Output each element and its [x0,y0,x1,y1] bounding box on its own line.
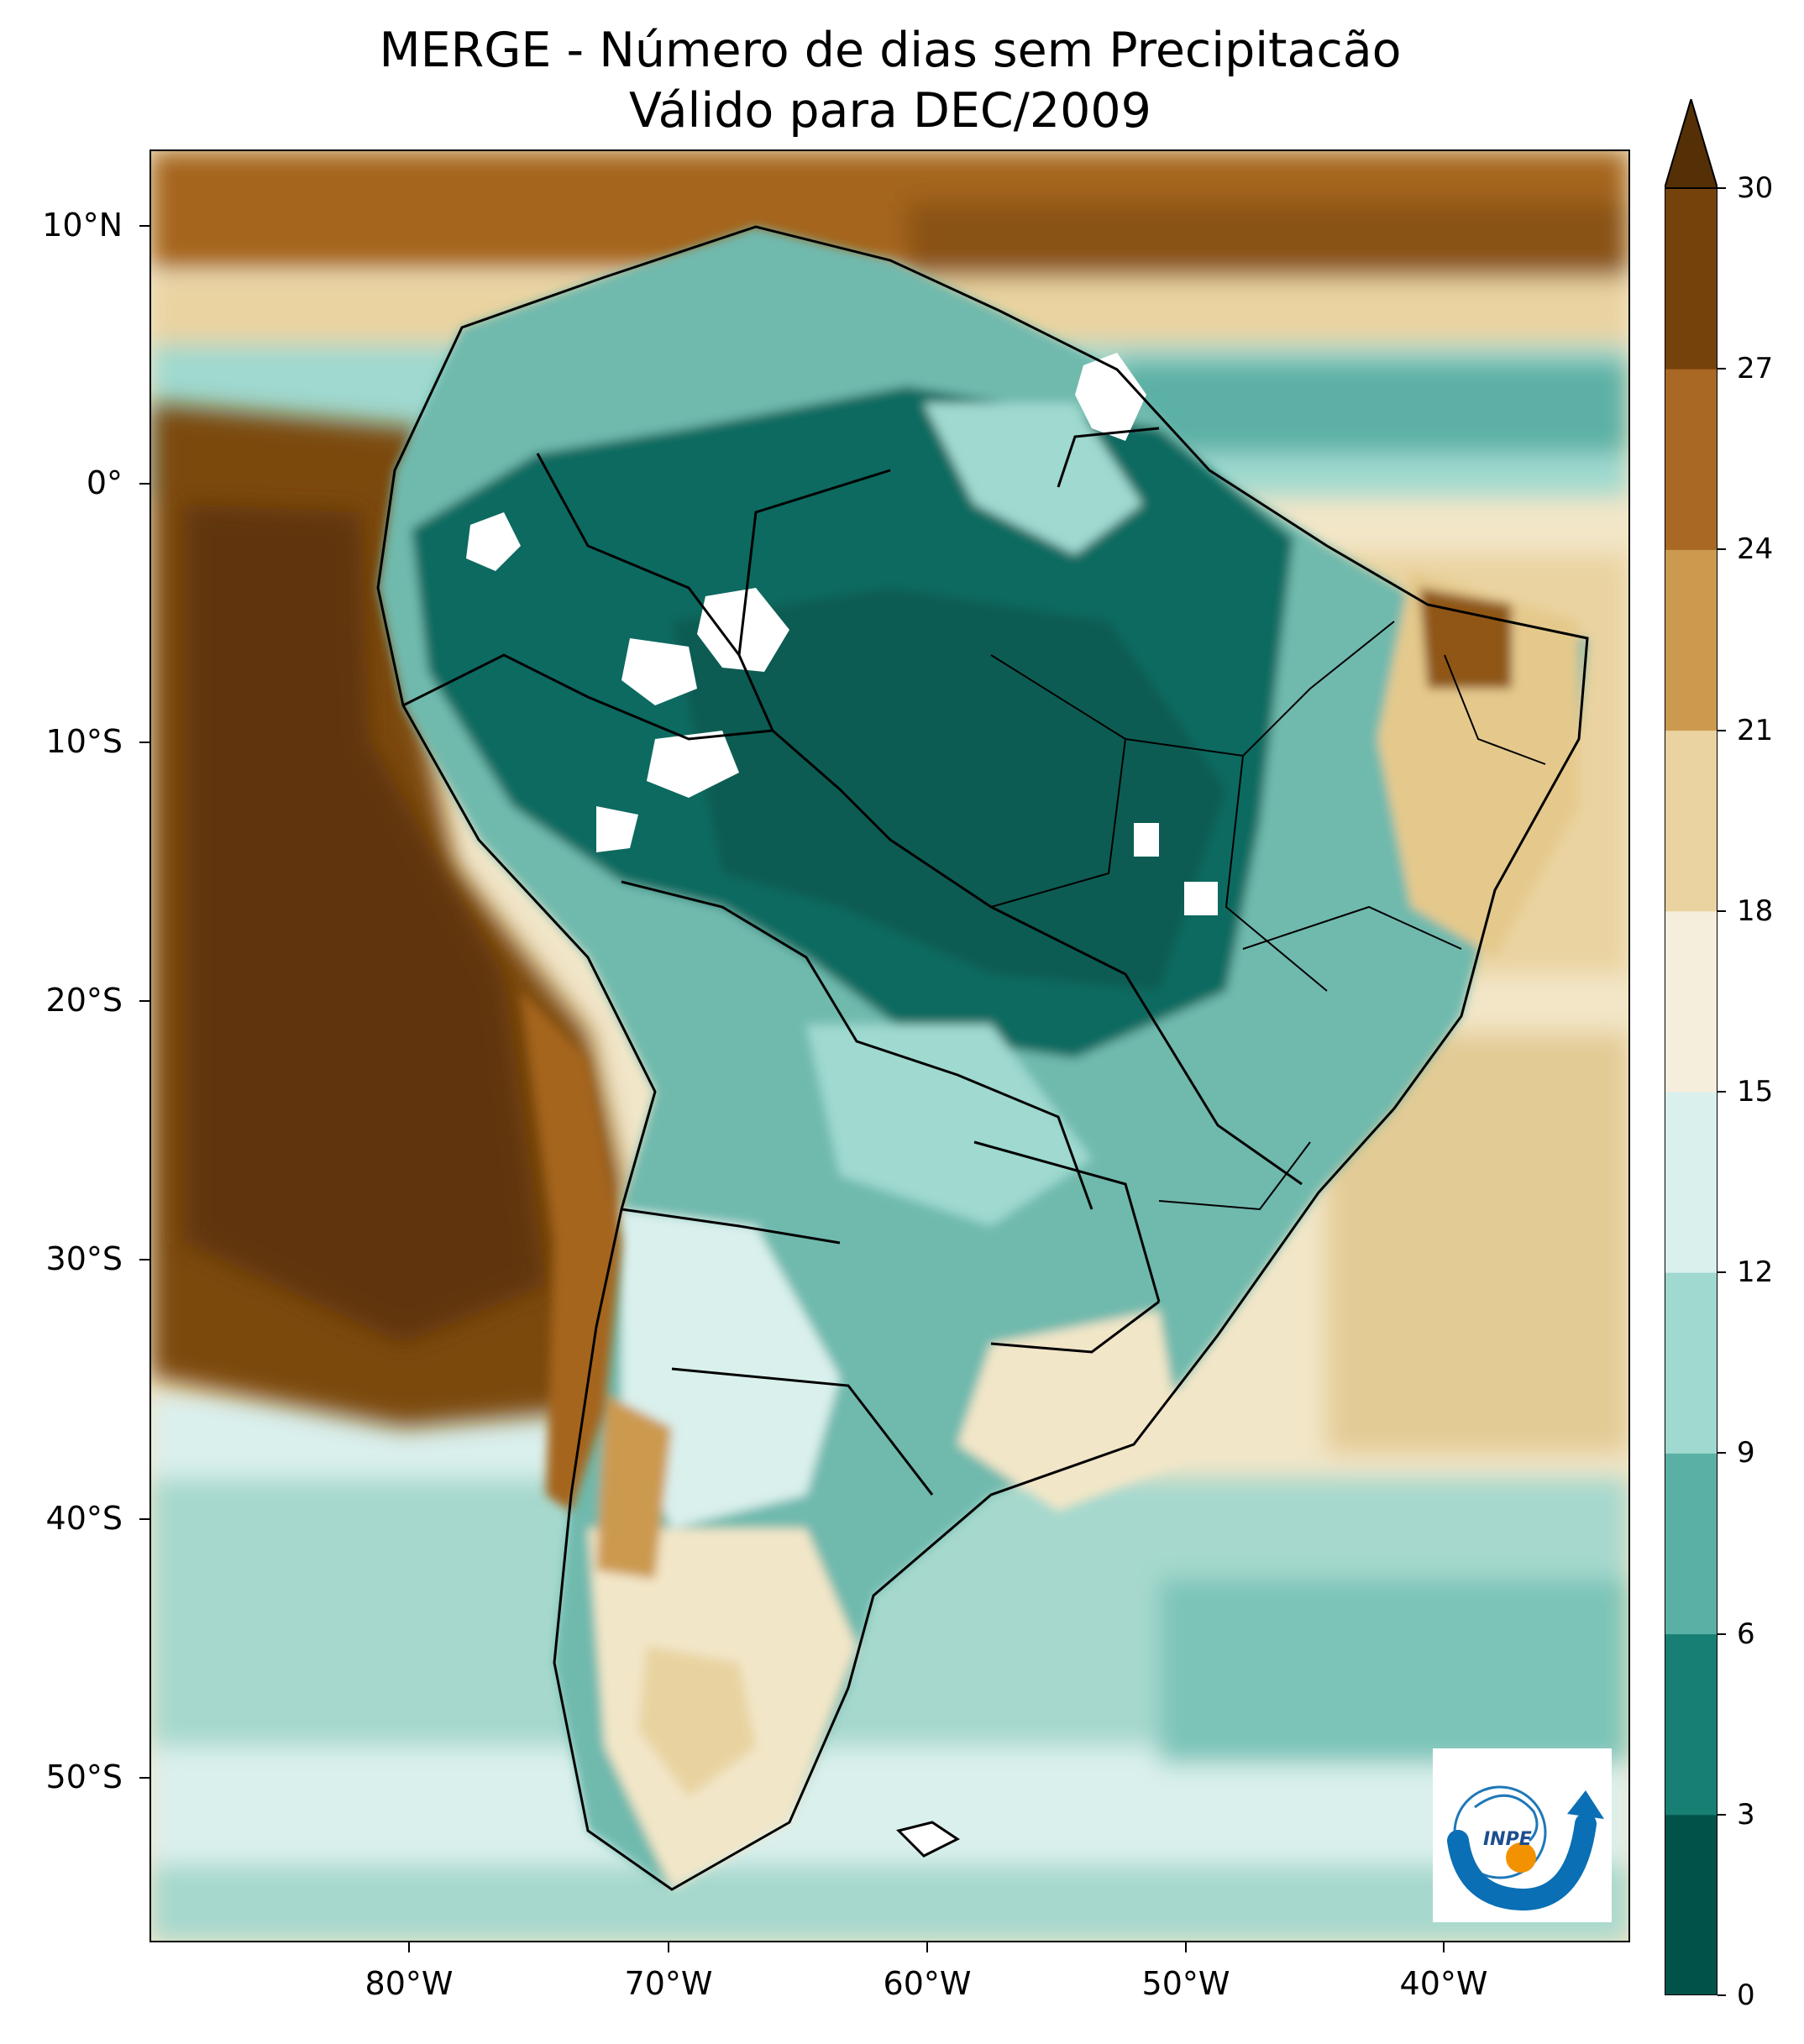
lon-tickmark [408,1942,410,1952]
lon-tick-label: 60°W [883,1965,972,2002]
lat-tickmark [139,1259,149,1260]
colorbar-tick-label: 27 [1737,352,1774,386]
colorbar-tickmark [1717,368,1726,370]
colorbar-tickmark [1717,548,1726,551]
andes-dry-strip [521,991,621,1512]
svg-text:INPE: INPE [1483,1829,1532,1850]
colorbar-tick-label: 12 [1737,1255,1774,1290]
colorbar-arrow-outline [1665,99,1717,189]
colorbar-band [1665,730,1717,912]
lon-tickmark [1443,1942,1445,1952]
chart-title: MERGE - Número de dias sem Precipitacão … [143,20,1638,141]
lat-tickmark [139,1000,149,1002]
colorbar-tick-label: 18 [1737,894,1774,928]
map-panel [149,149,1630,1942]
colorbar-band [1665,369,1717,550]
colorbar-band [1665,188,1717,369]
lon-tick-label: 80°W [364,1965,454,2002]
colorbar-band [1665,1272,1717,1454]
colorbar-tickmark [1717,1633,1726,1635]
lat-tickmark [139,483,149,485]
title-line-2: Válido para DEC/2009 [629,83,1151,139]
colorbar-band [1665,1092,1717,1273]
lon-tickmark [668,1942,669,1952]
colorbar-tick-label: 6 [1737,1617,1755,1651]
lat-tickmark [139,742,149,743]
colorbar-band [1665,1814,1717,1995]
colorbar-tickmark [1717,187,1726,189]
title-line-1: MERGE - Número de dias sem Precipitacão [379,23,1402,78]
colorbar-tick-label: 30 [1737,171,1774,205]
lat-tickmark [139,225,149,227]
colorbar-tickmark [1717,1271,1726,1274]
colorbar-tick-label: 15 [1737,1075,1774,1108]
colorbar-band [1665,549,1717,731]
lat-tick-label: 40°S [45,1500,123,1537]
lat-tickmark [139,1518,149,1520]
lon-tick-label: 40°W [1399,1965,1488,2002]
colorbar-tickmark [1717,1813,1726,1816]
colorbar-tickmark [1717,1452,1726,1454]
colorbar-tick-label: 24 [1737,532,1774,567]
state-borders [990,621,1546,1211]
colorbar [1665,99,1717,1995]
lat-tick-label: 0° [86,464,123,501]
lat-tick-label: 20°S [45,982,123,1019]
colorbar-tick-label: 9 [1737,1436,1755,1470]
colorbar-extend-arrow [1665,99,1717,188]
lat-tickmark [139,1777,149,1779]
colorbar-tickmark [1717,909,1726,912]
lat-tick-label: 10°N [42,207,123,244]
lat-tick-label: 30°S [45,1240,123,1277]
lon-tick-label: 70°W [624,1965,713,2002]
colorbar-bands [1665,188,1717,1995]
no-data-patches [466,353,1218,915]
colorbar-tick-label: 3 [1737,1797,1755,1832]
colorbar-frame [1665,187,1717,1995]
colorbar-tick-label: 0 [1737,1978,1755,2012]
precipitation-map [151,151,1628,1941]
continent-fields [378,227,1587,1889]
pacific-core [185,504,546,1344]
inpe-logo: INPE [1433,1748,1612,1922]
colorbar-tickmark [1717,729,1726,731]
lon-tickmark [926,1942,928,1952]
lon-tickmark [1185,1942,1187,1952]
country-borders [376,225,1589,1891]
colorbar-band [1665,910,1717,1093]
colorbar-tick-label: 21 [1737,713,1774,747]
colorbar-band [1665,1453,1717,1635]
falkland-islands [896,1821,960,1858]
colorbar-band [1665,1633,1717,1816]
inpe-logo-icon: INPE [1447,1785,1604,1911]
lat-tick-label: 10°S [45,723,123,760]
colorbar-tickmark [1717,1091,1726,1093]
colorbar-tickmark [1717,1994,1726,1996]
lon-tick-label: 50°W [1141,1965,1230,2002]
lat-tick-label: 50°S [45,1758,123,1795]
